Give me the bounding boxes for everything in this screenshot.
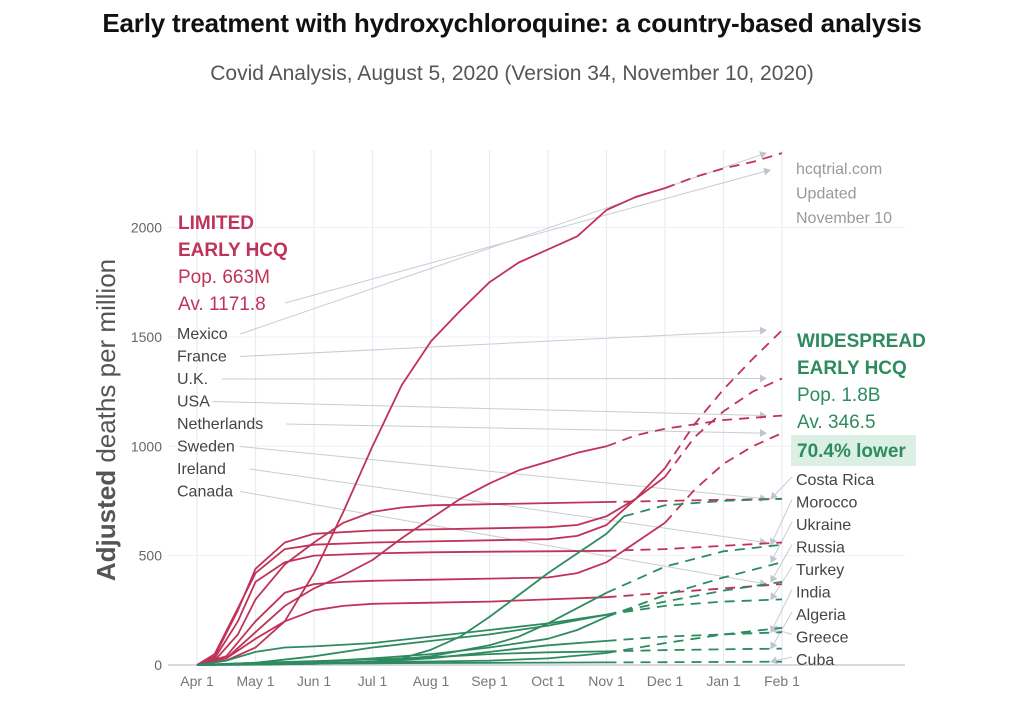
annotation-connector [770, 656, 793, 665]
annotation-connector [770, 611, 793, 650]
x-tick-label: Dec 1 [647, 673, 684, 689]
highlight-text: 70.4% lower [797, 441, 906, 462]
projection-line-cuba [606, 660, 783, 664]
projection-line-usa [606, 414, 783, 448]
annotation-connector [770, 625, 793, 635]
projection-line-costa-rica [623, 497, 783, 518]
projection-line-sweden [606, 497, 783, 503]
series-line-u-k- [196, 476, 666, 666]
projection-line-france [664, 329, 783, 469]
projection-line-ireland [606, 541, 783, 552]
widespread-group-population: Pop. 1.8B [797, 385, 880, 406]
projection-line-turkey [606, 598, 783, 616]
annotation-connector [769, 499, 793, 546]
labels: Apr 1 May 1 Jun 1 Jul 1 Aug 1 Sep 1 Oct 1 Nov 1… [91, 161, 926, 689]
country-label: Ireland [177, 461, 226, 478]
country-label: Canada [177, 484, 233, 501]
projection-line-india [606, 631, 783, 642]
y-axis-label-bold: Adjusted [91, 470, 121, 581]
series-line-usa [196, 445, 607, 666]
series-line-cuba [196, 661, 607, 666]
series-line-ireland [196, 549, 607, 666]
limited-group-population: Pop. 663M [178, 267, 270, 288]
x-tick-label: Feb 1 [764, 673, 800, 689]
chart-subtitle: Covid Analysis, August 5, 2020 (Version … [210, 62, 814, 85]
x-tick-label: Oct 1 [531, 673, 565, 689]
series-line-netherlands [196, 522, 666, 666]
y-tick-label: 500 [139, 548, 163, 564]
country-label: Cuba [796, 652, 834, 669]
widespread-group-title: WIDESPREAD [797, 331, 926, 352]
annotation-connector [249, 468, 767, 546]
country-label: Russia [796, 540, 845, 557]
projection-line-u-k- [664, 377, 783, 478]
series-lines [196, 152, 783, 666]
country-label: India [796, 585, 831, 602]
projection-line-russia [606, 581, 783, 616]
grid [168, 150, 905, 666]
widespread-group-subtitle: EARLY HCQ [797, 358, 907, 379]
annotation-connector [240, 151, 767, 335]
annotation-lines [212, 151, 793, 665]
source-note-line: hcqtrial.com [796, 161, 882, 178]
country-label: Netherlands [177, 416, 263, 433]
x-tick-label: Jun 1 [297, 673, 331, 689]
projection-line-greece [606, 626, 783, 654]
country-label: Algeria [796, 607, 846, 624]
projection-line-ukraine [606, 561, 783, 618]
x-tick-label: Apr 1 [180, 673, 214, 689]
country-label: Morocco [796, 495, 857, 512]
y-tick-label: 2000 [131, 220, 162, 236]
projection-line-morocco [606, 543, 783, 594]
annotation-connector [284, 167, 771, 304]
country-label: Mexico [177, 326, 228, 343]
highlight-box [791, 435, 916, 466]
annotation-connector [240, 446, 767, 503]
widespread-group-average: Av. 346.5 [797, 412, 876, 433]
country-label: France [177, 349, 227, 366]
x-tick-label: May 1 [236, 673, 274, 689]
y-tick-label: 1500 [131, 329, 162, 345]
source-note-line: Updated [796, 186, 857, 203]
annotation-connector [221, 374, 767, 383]
projection-line-algeria [606, 647, 783, 653]
x-tick-label: Jul 1 [358, 673, 388, 689]
projection-line-mexico [664, 152, 783, 189]
annotation-connector [212, 401, 767, 420]
x-tick-label: Sep 1 [471, 673, 508, 689]
country-label: Ukraine [796, 517, 851, 534]
annotation-connector [770, 566, 793, 601]
x-tick-label: Aug 1 [413, 673, 450, 689]
x-tick-label: Nov 1 [588, 673, 625, 689]
y-axis-label: Adjusted deaths per million [91, 259, 121, 581]
y-axis-label-rest: deaths per million [91, 259, 121, 470]
country-label: Sweden [177, 439, 235, 456]
country-label: Greece [796, 630, 849, 647]
country-label: Turkey [796, 562, 844, 579]
chart-title: Early treatment with hydroxychloroquine:… [102, 8, 922, 38]
series-line-sweden [196, 501, 607, 666]
series-line-mexico [196, 187, 666, 666]
series-line-turkey [196, 613, 607, 666]
annotation-connector [770, 589, 793, 634]
x-tick-label: Jan 1 [706, 673, 740, 689]
limited-group-title: LIMITED [178, 213, 254, 234]
annotation-connector [240, 491, 767, 587]
country-label: U.K. [177, 371, 208, 388]
projection-line-netherlands [664, 432, 783, 524]
projection-line-canada [606, 583, 783, 599]
y-tick-label: 1000 [131, 438, 162, 454]
annotation-connector [286, 423, 767, 438]
limited-group-average: Av. 1171.8 [178, 294, 266, 315]
series-line-canada [196, 596, 607, 666]
limited-group-subtitle: EARLY HCQ [178, 240, 288, 261]
country-label: USA [177, 394, 210, 411]
source-note-line: November 10 [796, 210, 892, 227]
annotation-connector [770, 476, 793, 500]
annotation-connector [770, 544, 793, 583]
y-tick-label: 0 [154, 657, 162, 673]
annotation-connector [240, 326, 767, 357]
country-label: Costa Rica [796, 472, 874, 489]
